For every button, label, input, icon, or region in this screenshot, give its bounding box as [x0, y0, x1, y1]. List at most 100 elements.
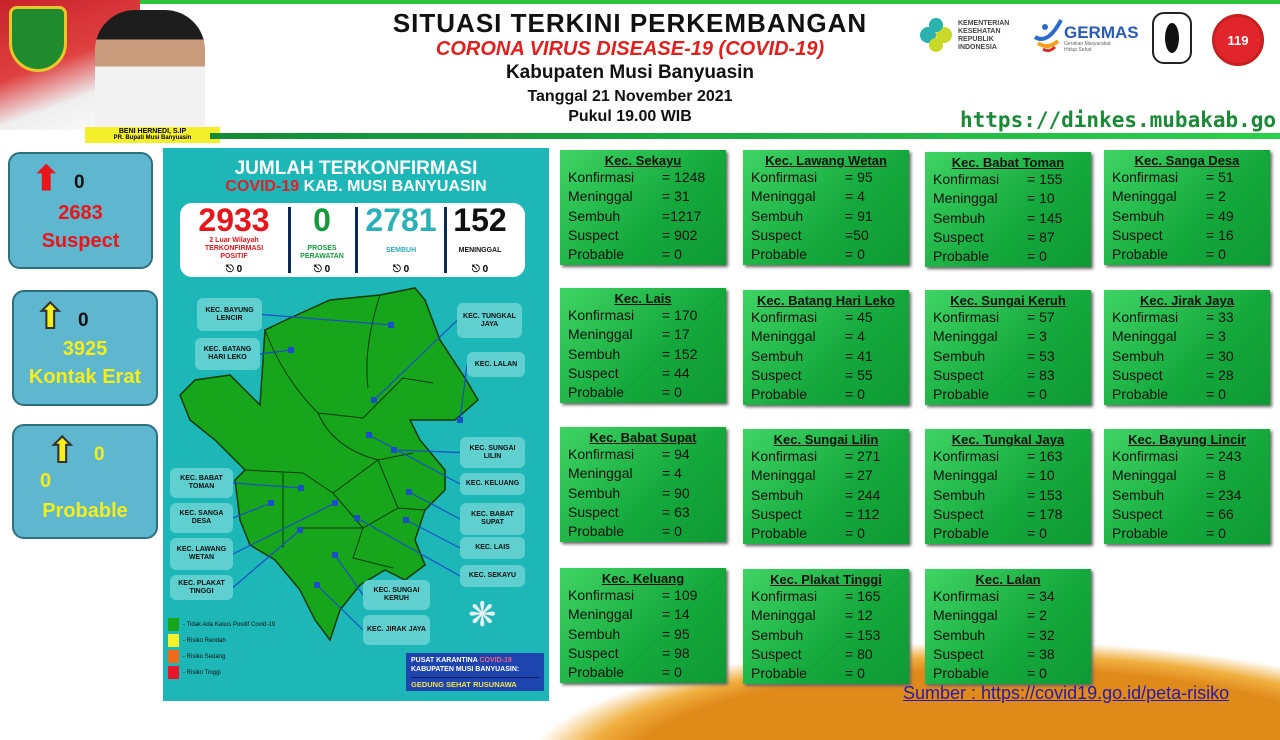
map-district-label: KEC. BABAT SUPAT	[460, 503, 525, 535]
stat-value: = 2	[1206, 188, 1226, 205]
district-name: Kec. Sekayu	[604, 153, 682, 168]
recovered-count: 2781	[365, 202, 437, 238]
stat-value: = 155	[1027, 171, 1063, 187]
map-district-label: KEC. BABAT TOMAN	[170, 468, 233, 498]
stat-label: Probable	[933, 386, 990, 403]
stat-value: = 10	[1027, 467, 1055, 484]
stat-value: = 165	[845, 588, 881, 604]
stat-label: Meninggal	[933, 190, 998, 207]
stat-label: Suspect	[933, 505, 984, 522]
legend-item: - Risiko Rendah	[168, 634, 226, 647]
district-marker	[366, 432, 372, 438]
official-caption: BENI HERNEDI, S.IP PR. Bupati Musi Banyu…	[85, 127, 220, 143]
stat-recovered: 2781 SEMBUH ⎋ 0	[360, 203, 442, 277]
stat-value: = 53	[1027, 347, 1055, 364]
source-link[interactable]: Sumber : https://covid19.go.id/peta-risi…	[903, 683, 1230, 703]
stat-row-suspect: Suspect = 16	[1112, 226, 1262, 245]
district-marker	[297, 527, 303, 533]
website-link[interactable]: https://dinkes.mubakab.go.id	[960, 108, 1280, 132]
district-marker	[371, 397, 377, 403]
stat-label: Suspect	[568, 503, 619, 520]
kontak-erat-panel: ⬆ 0 3925 Kontak Erat	[12, 290, 158, 406]
stat-row-suspect: Suspect = 38	[933, 645, 1083, 664]
stat-row-suspect: Suspect = 178	[933, 505, 1083, 524]
stat-value: = 14	[662, 606, 690, 623]
stat-label: Meninggal	[568, 606, 633, 623]
stat-value: =50	[845, 226, 869, 243]
stat-value: = 94	[662, 446, 690, 462]
stat-row-konfirmasi: Konfirmasi = 94	[568, 445, 718, 464]
stat-label: Konfirmasi	[1112, 169, 1179, 185]
quarantine-title: PUSAT KARANTINA	[411, 657, 478, 664]
leader-line	[405, 519, 461, 549]
deaths-change: ⎋ 0	[448, 264, 512, 275]
stat-row-probable: Probable = 0	[1112, 245, 1262, 264]
district-name: Kec. Jirak Jaya	[1140, 293, 1234, 308]
stat-row-suspect: Suspect = 55	[751, 366, 901, 385]
stat-row-meninggal: Meninggal = 17	[568, 325, 718, 344]
district-name: Kec. Keluang	[601, 571, 685, 586]
stat-label: Meninggal	[1112, 467, 1177, 484]
stat-row-probable: Probable = 0	[933, 524, 1083, 543]
stat-label: Suspect	[1112, 366, 1163, 383]
stat-label: Probable	[933, 665, 990, 682]
stat-value: = 152	[662, 345, 698, 362]
district-marker	[403, 517, 409, 523]
stat-row-suspect: Suspect = 44	[568, 364, 718, 383]
stat-row-konfirmasi: Konfirmasi = 170	[568, 306, 718, 325]
stat-value: = 3	[1206, 328, 1226, 345]
stat-row-meninggal: Meninggal = 4	[568, 464, 718, 483]
map-panel: JUMLAH TERKONFIRMASI COVID-19 KAB. MUSI …	[163, 148, 549, 701]
divider	[444, 207, 447, 273]
deaths-label: MENINGGAL	[458, 247, 502, 254]
stat-label: Meninggal	[1112, 328, 1177, 345]
stat-label: Konfirmasi	[568, 587, 635, 603]
stat-row-probable: Probable = 0	[1112, 524, 1262, 543]
stat-value: = 41	[845, 347, 873, 364]
stat-label: Sembuh	[933, 209, 986, 226]
stat-value: = 31	[662, 188, 690, 205]
confirmed-change: ⎋ 0	[180, 264, 288, 275]
map-district-label: KEC. LAIS	[460, 537, 525, 559]
summary-stats: 2933 2 Luar Wilayah TERKONFIRMASI POSITI…	[180, 203, 525, 277]
leader-line	[232, 482, 302, 489]
district-marker	[457, 417, 463, 423]
stat-label: Konfirmasi	[568, 307, 635, 323]
germas-logo-icon	[1033, 15, 1063, 55]
stat-row-probable: Probable = 0	[933, 247, 1083, 266]
stat-row-konfirmasi: Konfirmasi = 34	[933, 587, 1083, 606]
stat-row-probable: Probable = 0	[568, 522, 718, 541]
germas-logo-text: GERMAS	[1064, 23, 1139, 42]
stat-value: = 0	[1206, 525, 1226, 542]
district-card: Kec. Lais Konfirmasi = 170 Meninggal = 17 Sem…	[560, 288, 726, 403]
stat-label: Meninggal	[751, 328, 816, 345]
district-name: Kec. Lawang Wetan	[765, 153, 887, 168]
stat-row-probable: Probable = 0	[933, 385, 1083, 404]
stat-value: = 10	[1027, 190, 1055, 207]
report-date: Tanggal 21 November 2021	[527, 88, 733, 105]
stat-label: Sembuh	[933, 486, 986, 503]
legend-item: - Risiko Sedang	[168, 650, 225, 663]
stat-value: = 80	[845, 645, 873, 662]
district-name: Kec. Sungai Lilin	[773, 432, 879, 447]
stat-value: = 109	[662, 587, 698, 603]
stat-label: Suspect	[568, 226, 619, 243]
stat-row-suspect: Suspect = 83	[933, 366, 1083, 385]
stat-value: = 0	[845, 246, 865, 263]
surveilans-logo-icon	[1152, 12, 1192, 64]
in-care-change-value: 0	[324, 264, 331, 275]
stat-label: Suspect	[1112, 505, 1163, 522]
stat-value: = 28	[1206, 366, 1234, 383]
confirmed-change-value: 0	[236, 264, 243, 275]
page-subtitle: CORONA VIRUS DISEASE-19 (COVID-19)	[435, 38, 825, 60]
arrow-up-circle-icon: ⎋	[471, 264, 480, 275]
stat-label: Konfirmasi	[751, 448, 818, 464]
district-marker	[298, 485, 304, 491]
district-marker	[354, 515, 360, 521]
stat-label: Probable	[568, 246, 625, 263]
district-marker	[268, 500, 274, 506]
header-banner	[0, 0, 1280, 140]
stat-label: Sembuh	[1112, 207, 1165, 224]
stat-row-konfirmasi: Konfirmasi = 57	[933, 308, 1083, 327]
stat-row-probable: Probable = 0	[751, 245, 901, 264]
